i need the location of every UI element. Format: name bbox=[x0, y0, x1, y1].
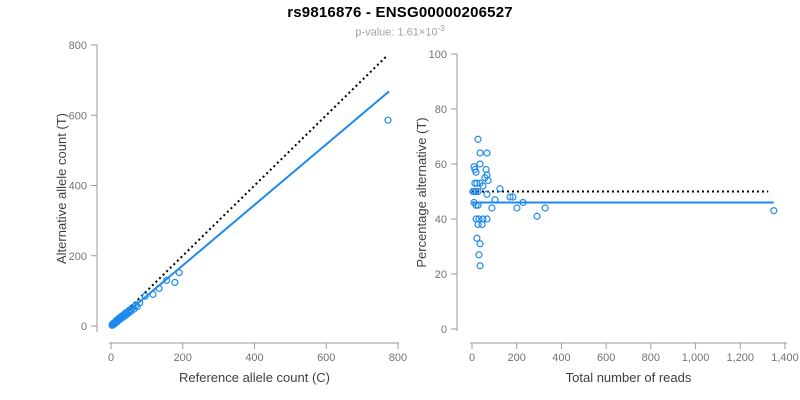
data-point bbox=[473, 234, 481, 242]
data-point bbox=[479, 182, 487, 190]
data-point bbox=[474, 187, 482, 196]
x-axis-title: Total number of reads bbox=[566, 370, 692, 385]
x-tick-label: 0 bbox=[108, 352, 114, 364]
percentage-vs-reads-scatter: 0 20 40 60 80 100 0 200 400 600 800 1,000 1,200 1,400… bbox=[414, 49, 799, 385]
data-point bbox=[491, 196, 499, 204]
x-tick-label: 200 bbox=[174, 352, 192, 364]
pvalue-text: p-value: 1.61×10 bbox=[355, 26, 438, 39]
data-point bbox=[476, 262, 484, 270]
data-point bbox=[171, 278, 179, 287]
data-point bbox=[471, 179, 479, 187]
x-tick-label: 0 bbox=[469, 352, 475, 364]
data-point bbox=[483, 190, 491, 198]
y-tick-label: 80 bbox=[435, 104, 447, 116]
data-point bbox=[149, 290, 157, 298]
x-tick-label: 800 bbox=[642, 352, 660, 364]
data-point bbox=[476, 240, 484, 248]
chart-title: rs9816876 - ENSG00000206527 bbox=[287, 4, 513, 21]
data-point bbox=[473, 179, 481, 187]
y-tick-label: 100 bbox=[429, 49, 447, 61]
data-point bbox=[472, 168, 480, 176]
y-tick-label: 600 bbox=[69, 110, 87, 122]
data-point bbox=[509, 193, 517, 201]
y-tick-label: 0 bbox=[81, 321, 87, 333]
chart-header: rs9816876 - ENSG00000206527 p-value: 1.6… bbox=[0, 4, 800, 39]
x-tick-label: 1,000 bbox=[682, 352, 710, 364]
data-point bbox=[476, 149, 484, 157]
identity-line bbox=[112, 54, 388, 325]
data-point bbox=[155, 284, 163, 293]
data-point bbox=[478, 220, 486, 229]
data-point bbox=[474, 201, 482, 209]
data-point bbox=[476, 160, 484, 168]
y-axis-title: Alternative allele count (T) bbox=[54, 113, 69, 264]
data-point bbox=[472, 187, 480, 196]
x-tick-label: 400 bbox=[552, 352, 570, 364]
data-point bbox=[483, 215, 491, 223]
data-point bbox=[483, 149, 491, 157]
y-axis-title: Percentage alternative (T) bbox=[414, 117, 429, 267]
allele-counts-scatter: 0 200 400 600 800 0 200 400 600 800 Reference alle… bbox=[54, 40, 407, 385]
x-tick-label: 600 bbox=[597, 352, 615, 364]
data-point bbox=[475, 251, 483, 259]
x-tick-label: 400 bbox=[245, 352, 263, 364]
data-point bbox=[533, 212, 541, 220]
y-tick-label: 800 bbox=[69, 40, 87, 52]
x-axis-title: Reference allele count (C) bbox=[179, 370, 330, 385]
data-point bbox=[513, 204, 521, 212]
pvalue-exponent: -3 bbox=[437, 24, 445, 33]
data-point bbox=[488, 204, 496, 212]
data-point bbox=[541, 204, 549, 212]
pvalue-subtitle: p-value: 1.61×10-3 bbox=[0, 24, 800, 39]
y-tick-label: 200 bbox=[69, 251, 87, 263]
data-point bbox=[496, 185, 504, 193]
y-tick-label: 40 bbox=[435, 214, 447, 226]
data-point bbox=[519, 198, 527, 207]
data-point bbox=[175, 269, 183, 277]
data-point bbox=[141, 292, 149, 300]
data-point bbox=[474, 135, 482, 143]
data-point bbox=[770, 207, 778, 215]
data-point bbox=[136, 299, 144, 307]
regression-line bbox=[110, 90, 390, 327]
y-tick-label: 20 bbox=[435, 269, 447, 281]
y-tick-label: 0 bbox=[441, 324, 447, 336]
x-tick-label: 200 bbox=[508, 352, 526, 364]
x-tick-label: 800 bbox=[389, 352, 407, 364]
x-tick-label: 1,200 bbox=[727, 352, 755, 364]
data-point bbox=[506, 193, 514, 201]
data-point bbox=[384, 116, 392, 124]
y-tick-label: 60 bbox=[435, 159, 447, 171]
data-point bbox=[470, 187, 478, 196]
x-tick-label: 600 bbox=[317, 352, 335, 364]
data-point bbox=[163, 276, 171, 284]
data-point bbox=[472, 201, 480, 209]
x-tick-label: 1,400 bbox=[771, 352, 799, 364]
y-tick-label: 400 bbox=[69, 181, 87, 193]
data-point bbox=[474, 220, 482, 229]
data-point bbox=[484, 176, 492, 185]
